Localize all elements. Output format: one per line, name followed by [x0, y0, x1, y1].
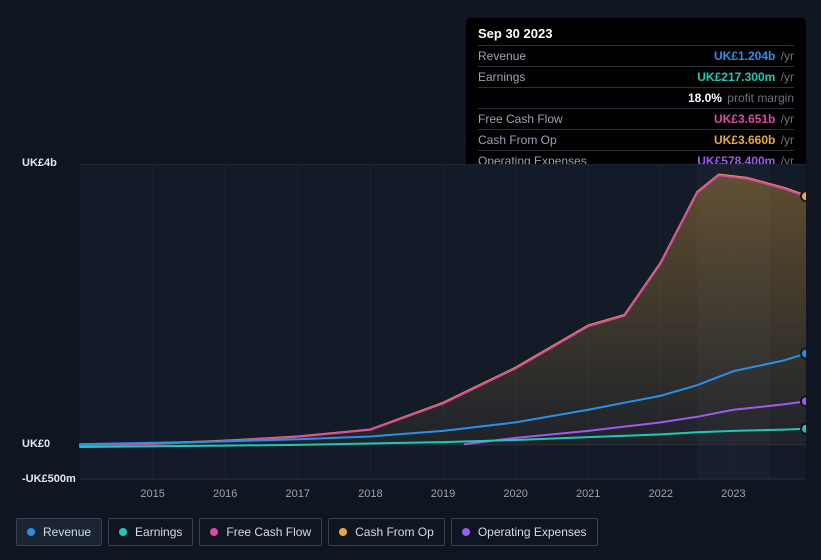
tooltip-row: Earnings UK£217.300m /yr	[478, 66, 794, 87]
legend-dot-icon	[119, 528, 127, 536]
legend-item-label: Free Cash Flow	[226, 525, 311, 539]
y-axis-label: UK£4b	[22, 157, 57, 169]
chart-tooltip: Sep 30 2023 Revenue UK£1.204b /yr Earnings…	[466, 18, 806, 179]
legend-dot-icon	[339, 528, 347, 536]
tooltip-row-label: Revenue	[478, 49, 526, 63]
y-axis-label: -UK£500m	[22, 473, 76, 485]
legend-item-label: Earnings	[135, 525, 182, 539]
tooltip-row: Revenue UK£1.204b /yr	[478, 45, 794, 66]
tooltip-row-value: 18.0% profit margin	[688, 91, 794, 105]
legend-item-cash-from-op[interactable]: Cash From Op	[328, 518, 445, 546]
y-axis-label: UK£0	[22, 438, 50, 450]
x-axis-label: 2021	[576, 488, 600, 500]
chart-svg	[16, 164, 806, 480]
x-axis-label: 2017	[286, 488, 310, 500]
legend-item-free-cash-flow[interactable]: Free Cash Flow	[199, 518, 322, 546]
tooltip-row-value: UK£3.651b /yr	[714, 112, 794, 126]
tooltip-row: Free Cash Flow UK£3.651b /yr	[478, 108, 794, 129]
legend-dot-icon	[210, 528, 218, 536]
legend-item-label: Operating Expenses	[478, 525, 587, 539]
tooltip-row-label: Free Cash Flow	[478, 112, 563, 126]
x-axis-label: 2023	[721, 488, 745, 500]
legend-item-label: Revenue	[43, 525, 91, 539]
tooltip-row-label: Cash From Op	[478, 133, 557, 147]
legend-item-label: Cash From Op	[355, 525, 434, 539]
x-axis-label: 2020	[503, 488, 527, 500]
x-axis-label: 2018	[358, 488, 382, 500]
x-axis-label: 2019	[431, 488, 455, 500]
x-axis-label: 2016	[213, 488, 237, 500]
tooltip-row-label: Earnings	[478, 70, 525, 84]
chart-legend: Revenue Earnings Free Cash Flow Cash From O…	[16, 518, 598, 546]
tooltip-title: Sep 30 2023	[478, 26, 794, 41]
x-axis-label: 2022	[649, 488, 673, 500]
tooltip-row: Cash From Op UK£3.660b /yr	[478, 129, 794, 150]
tooltip-row-value: UK£1.204b /yr	[714, 49, 794, 63]
tooltip-row: 18.0% profit margin	[478, 87, 794, 108]
legend-item-revenue[interactable]: Revenue	[16, 518, 102, 546]
legend-dot-icon	[27, 528, 35, 536]
chart-plot-area[interactable]	[16, 164, 806, 480]
tooltip-row-value: UK£3.660b /yr	[714, 133, 794, 147]
legend-item-earnings[interactable]: Earnings	[108, 518, 193, 546]
x-axis: 2015 2016 2017 2018 2019 2020 2021 2022 2023	[16, 488, 806, 504]
legend-item-operating-expenses[interactable]: Operating Expenses	[451, 518, 598, 546]
legend-dot-icon	[462, 528, 470, 536]
x-axis-label: 2015	[140, 488, 164, 500]
tooltip-row-value: UK£217.300m /yr	[697, 70, 794, 84]
